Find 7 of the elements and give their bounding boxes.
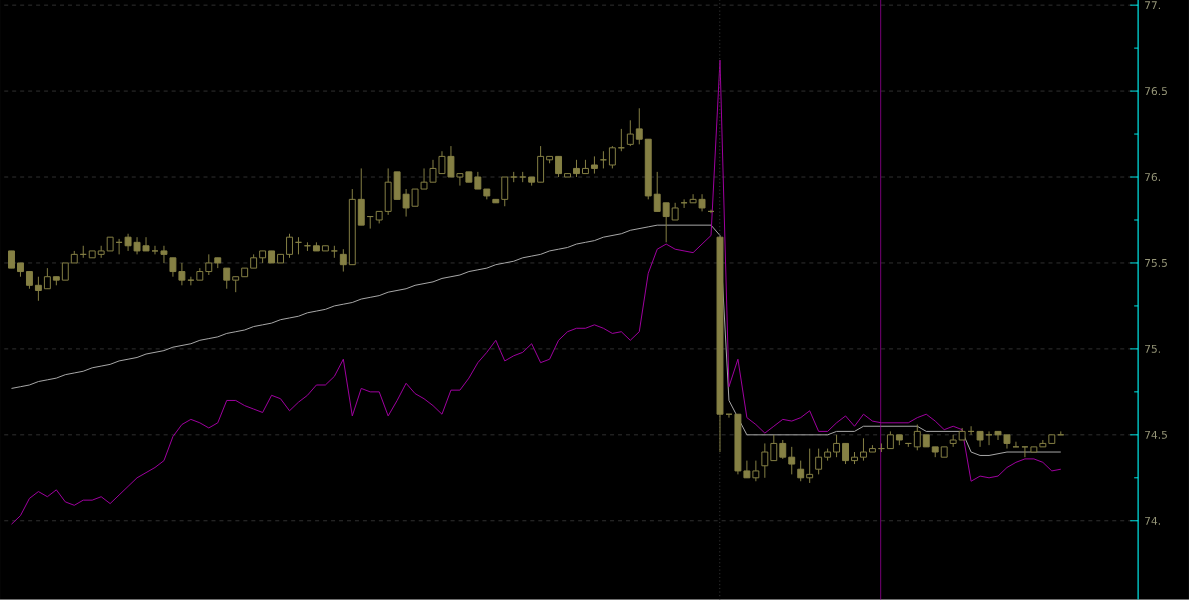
y-tick-label: 76. <box>1145 173 1160 182</box>
y-tick-label: 75. <box>1145 345 1160 353</box>
y-tick-label: 75.5 <box>1145 259 1167 267</box>
y-tick-label: 74. <box>1145 516 1160 525</box>
y-tick-label: 74.5 <box>1145 430 1167 439</box>
y-tick-label: 76.5 <box>1145 87 1167 96</box>
y-tick-label: 77. <box>1145 1 1160 10</box>
